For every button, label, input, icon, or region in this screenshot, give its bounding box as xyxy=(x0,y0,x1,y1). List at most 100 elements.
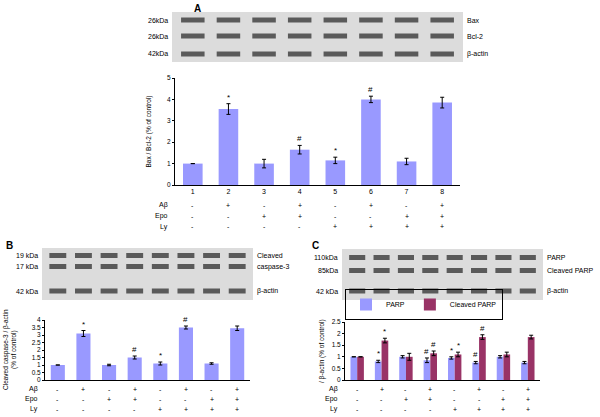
svg-text:-: - xyxy=(82,396,85,403)
svg-text:-: - xyxy=(502,386,505,393)
svg-text:*: * xyxy=(334,146,337,155)
svg-text:#: # xyxy=(183,315,188,324)
svg-text:1.5: 1.5 xyxy=(32,354,41,361)
svg-text:+: + xyxy=(226,202,230,209)
svg-text:Aβ: Aβ xyxy=(29,385,38,393)
svg-text:+: + xyxy=(262,213,266,220)
svg-text:+: + xyxy=(235,396,239,403)
svg-text:B: B xyxy=(6,240,13,251)
svg-text:42 kDa: 42 kDa xyxy=(316,288,338,295)
svg-text:6: 6 xyxy=(369,188,373,195)
svg-text:-: - xyxy=(405,202,408,209)
svg-text:+: + xyxy=(453,406,457,413)
svg-text:26kDa: 26kDa xyxy=(148,17,168,24)
svg-text:Bax / Bcl-2 (% of control): Bax / Bcl-2 (% of control) xyxy=(145,96,153,168)
svg-text:-: - xyxy=(133,406,136,413)
svg-text:5: 5 xyxy=(333,188,337,195)
svg-text:110kDa: 110kDa xyxy=(314,254,338,261)
svg-text:Aβ: Aβ xyxy=(329,385,338,393)
svg-text:7: 7 xyxy=(405,188,409,195)
svg-text:4: 4 xyxy=(37,316,41,323)
svg-text:2: 2 xyxy=(167,138,171,145)
svg-text:+: + xyxy=(428,386,432,393)
svg-text:+: + xyxy=(210,406,214,413)
svg-text:+: + xyxy=(298,213,302,220)
svg-text:2: 2 xyxy=(37,346,41,353)
svg-text:A: A xyxy=(194,3,201,14)
svg-text:+: + xyxy=(369,202,373,209)
svg-text:5: 5 xyxy=(167,74,171,81)
svg-text:+: + xyxy=(477,386,481,393)
svg-text:-: - xyxy=(478,396,481,403)
svg-text:3: 3 xyxy=(262,188,266,195)
svg-text:+: + xyxy=(501,396,505,403)
svg-text:-: - xyxy=(453,386,456,393)
svg-text:+: + xyxy=(501,406,505,413)
svg-text:#: # xyxy=(473,350,478,359)
svg-text:#: # xyxy=(297,134,302,143)
svg-text:Epo: Epo xyxy=(25,395,38,403)
svg-text:0: 0 xyxy=(337,376,341,383)
svg-text:-: - xyxy=(56,396,59,403)
svg-text:-: - xyxy=(159,386,162,393)
svg-text:-: - xyxy=(184,396,187,403)
svg-text:2: 2 xyxy=(337,330,341,337)
svg-text:4: 4 xyxy=(298,188,302,195)
svg-text:+: + xyxy=(235,386,239,393)
svg-text:β-actin: β-actin xyxy=(547,287,568,295)
svg-text:1: 1 xyxy=(167,160,171,167)
svg-text:1.5: 1.5 xyxy=(332,341,341,348)
svg-text:+: + xyxy=(369,223,373,230)
svg-text:PARP: PARP xyxy=(547,254,566,261)
svg-text:+: + xyxy=(81,386,85,393)
svg-text:+: + xyxy=(380,386,384,393)
svg-text:-: - xyxy=(380,396,383,403)
svg-text:-: - xyxy=(263,202,266,209)
svg-text:-: - xyxy=(227,213,230,220)
svg-text:-: - xyxy=(404,406,407,413)
svg-text:Epo: Epo xyxy=(325,395,338,403)
svg-text:PARP: PARP xyxy=(386,301,405,308)
svg-text:+: + xyxy=(133,396,137,403)
svg-text:β-actin: β-actin xyxy=(257,287,278,295)
svg-text:17 kDa: 17 kDa xyxy=(16,263,38,270)
svg-text:-: - xyxy=(108,386,111,393)
svg-text:+: + xyxy=(526,386,530,393)
svg-text:C: C xyxy=(312,240,319,251)
svg-text:+: + xyxy=(440,213,444,220)
svg-text:+: + xyxy=(298,202,302,209)
svg-text:-: - xyxy=(334,202,337,209)
svg-text:*: * xyxy=(457,341,460,350)
svg-text:-: - xyxy=(298,223,301,230)
svg-text:-: - xyxy=(210,386,213,393)
svg-text:-: - xyxy=(191,202,194,209)
svg-text:+: + xyxy=(235,406,239,413)
svg-text:26kDa: 26kDa xyxy=(148,33,168,40)
svg-text:+: + xyxy=(404,396,408,403)
svg-text:-: - xyxy=(429,406,432,413)
svg-text:*: * xyxy=(450,346,453,355)
svg-text:#: # xyxy=(480,324,485,333)
svg-text:+: + xyxy=(158,406,162,413)
svg-text:-: - xyxy=(56,386,59,393)
svg-text:-: - xyxy=(191,213,194,220)
svg-text:-: - xyxy=(108,406,111,413)
svg-text:3.5: 3.5 xyxy=(32,324,41,331)
svg-text:0: 0 xyxy=(167,181,171,188)
svg-text:*: * xyxy=(82,320,85,329)
svg-text:0.5: 0.5 xyxy=(32,369,41,376)
svg-text:β-actin: β-actin xyxy=(467,50,488,58)
svg-text:Bax: Bax xyxy=(467,17,480,24)
svg-text:2.5: 2.5 xyxy=(32,339,41,346)
svg-text:-: - xyxy=(356,386,359,393)
svg-text:-: - xyxy=(404,386,407,393)
svg-text:*: * xyxy=(377,349,380,358)
svg-text:Epo: Epo xyxy=(155,212,168,220)
svg-text:Cleaved: Cleaved xyxy=(257,252,283,259)
svg-text:/ β-actin (% of control): / β-actin (% of control) xyxy=(318,319,326,383)
svg-text:-: - xyxy=(159,396,162,403)
svg-text:Ly: Ly xyxy=(160,223,168,231)
svg-text:#: # xyxy=(424,347,429,356)
svg-text:Cleaved PARP: Cleaved PARP xyxy=(547,267,594,274)
svg-text:#: # xyxy=(431,340,436,349)
